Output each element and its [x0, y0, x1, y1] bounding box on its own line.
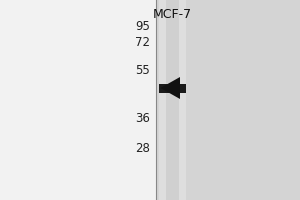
FancyBboxPatch shape	[167, 0, 178, 200]
Text: 55: 55	[135, 64, 150, 76]
Text: 28: 28	[135, 142, 150, 154]
FancyBboxPatch shape	[0, 0, 156, 200]
FancyBboxPatch shape	[159, 84, 186, 92]
Text: 36: 36	[135, 112, 150, 124]
Text: 95: 95	[135, 20, 150, 32]
Text: 72: 72	[135, 36, 150, 48]
Polygon shape	[160, 77, 180, 99]
FancyBboxPatch shape	[159, 0, 186, 200]
Text: MCF-7: MCF-7	[153, 8, 192, 21]
